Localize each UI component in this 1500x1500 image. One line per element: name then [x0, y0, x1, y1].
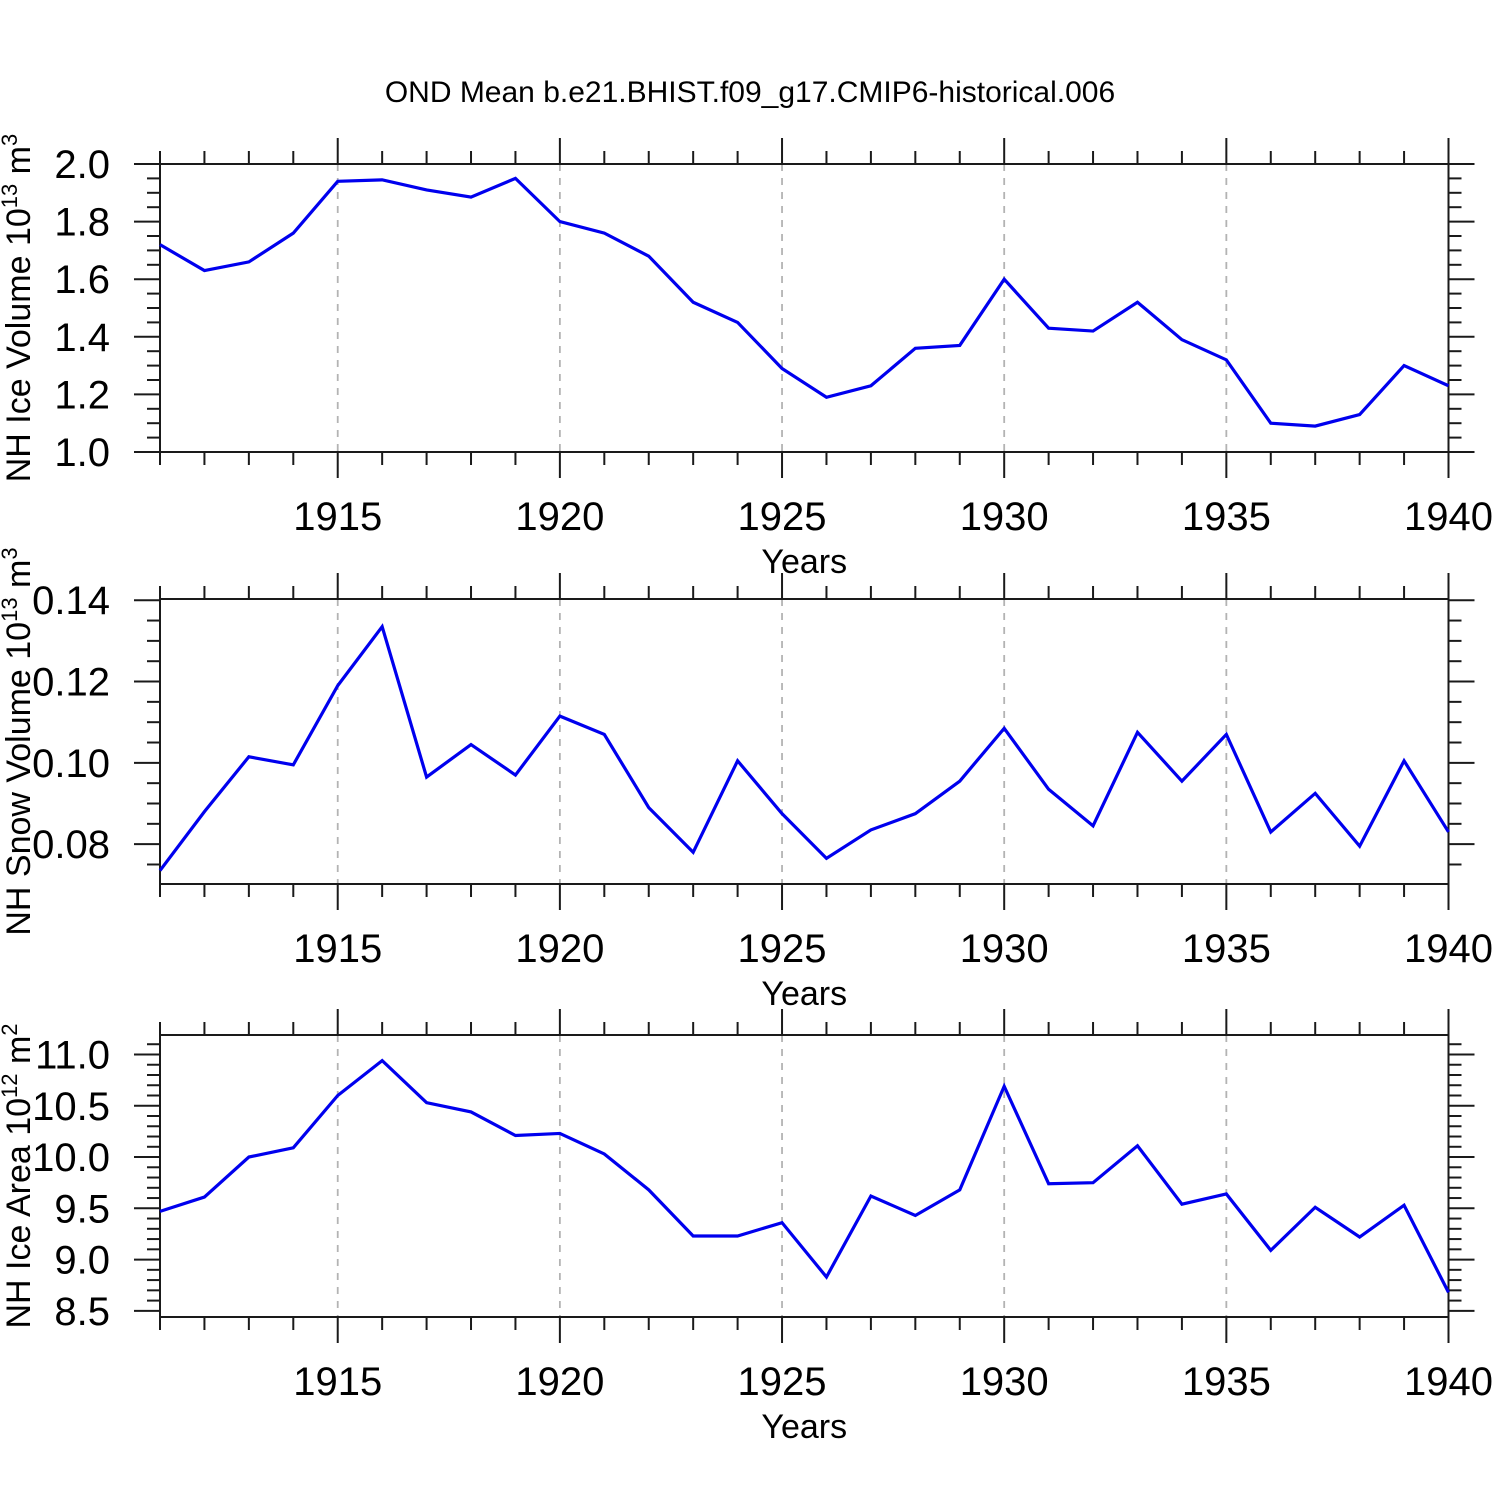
x-axis-title: Years [761, 543, 847, 581]
nh-snow-volume-chart-panel: 0.08 0.10 0.12 0.14 1915 1920 1925 1930 1935 1940… [0, 547, 1493, 1013]
y-tick-label: 1.6 [54, 258, 110, 302]
x-tick-label: 1935 [1182, 927, 1271, 971]
y-tick-label: 0.08 [32, 823, 110, 867]
x-tick-label: 1940 [1404, 495, 1493, 539]
figure-title: OND Mean b.e21.BHIST.f09_g17.CMIP6-histo… [384, 76, 1116, 109]
y-tick-label: 1.4 [54, 316, 110, 360]
x-tick-label: 1925 [738, 495, 827, 539]
nh-ice-area-data-line [159, 1058, 1450, 1294]
y-tick-label: 8.5 [54, 1290, 110, 1334]
nh-ice-volume-chart-panel: 1.0 1.2 1.4 1.6 1.8 2.0 1915 1920 1925 1930 1935 19… [0, 134, 1493, 581]
x-tick-label: 1915 [293, 927, 382, 971]
y-tick-label: 1.2 [54, 373, 110, 417]
y-axis-title: NH Snow Volume 1013 m3 [0, 547, 38, 935]
y-tick-label: 11.0 [35, 1033, 110, 1077]
y-tick-label: 9.5 [54, 1187, 110, 1231]
y-tick-label: 1.8 [54, 201, 110, 245]
x-tick-label: 1925 [738, 927, 827, 971]
x-tick-label: 1930 [960, 495, 1049, 539]
y-tick-label: 0.12 [32, 661, 110, 705]
x-axis-title: Years [761, 1408, 847, 1446]
x-axis-title: Years [761, 975, 847, 1013]
nh-snow-volume-data-line [158, 623, 1450, 872]
x-tick-label: 1915 [293, 1360, 382, 1404]
x-tick-label: 1915 [293, 495, 382, 539]
x-tick-label: 1935 [1182, 1360, 1271, 1404]
x-tick-label: 1920 [515, 495, 604, 539]
x-tick-label: 1925 [738, 1360, 827, 1404]
y-tick-label: 2.0 [54, 143, 110, 187]
y-tick-label: 10.5 [32, 1085, 110, 1129]
y-axis-title: NH Ice Volume 1013 m3 [0, 134, 38, 483]
x-tick-label: 1940 [1404, 1360, 1493, 1404]
x-tick-label: 1930 [960, 927, 1049, 971]
y-tick-label: 0.10 [32, 742, 110, 786]
nh-ice-volume-data-line [159, 176, 1450, 428]
y-tick-label: 10.0 [32, 1136, 110, 1180]
plot-border [159, 598, 1450, 885]
x-tick-label: 1935 [1182, 495, 1271, 539]
nh-ice-area-chart-panel: 8.5 9.0 9.5 10.0 10.5 11.0 1915 1920 1925 1930 193… [0, 1009, 1493, 1446]
x-tick-label: 1920 [515, 1360, 604, 1404]
y-tick-label: 0.14 [32, 579, 110, 623]
plot-border [159, 1034, 1450, 1318]
y-axis-title: NH Ice Area 1012 m2 [0, 1023, 38, 1328]
y-tick-label: 9.0 [54, 1239, 110, 1283]
x-tick-label: 1920 [515, 927, 604, 971]
plot-border [159, 163, 1450, 453]
y-tick-label: 1.0 [54, 431, 110, 475]
x-tick-label: 1930 [960, 1360, 1049, 1404]
x-tick-label: 1940 [1404, 927, 1493, 971]
